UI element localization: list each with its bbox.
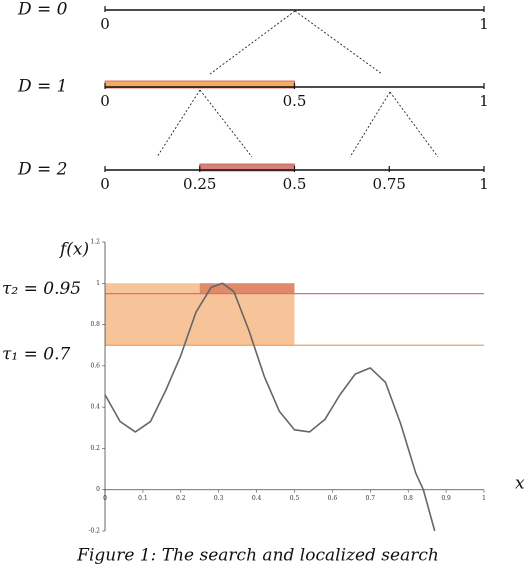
x-tick-label: 0.8 <box>403 495 413 502</box>
level-tick-label: 1 <box>479 92 489 110</box>
y-tick-label: 0.2 <box>90 445 100 452</box>
y-tick-label: 0 <box>96 486 100 493</box>
level-tick-label: 0.5 <box>283 175 307 193</box>
level-tick-label: 0.25 <box>183 175 216 193</box>
threshold-label: τ₂ = 0.95 <box>2 279 81 299</box>
y-tick-label: 1 <box>96 280 100 287</box>
x-axis-label: x <box>515 474 525 494</box>
caption: Figure 1: The search and localized searc… <box>76 546 439 566</box>
y-axis-label: f(x) <box>58 240 89 260</box>
x-tick-label: 0.3 <box>214 495 224 502</box>
y-tick-label: 0.8 <box>90 321 100 328</box>
level-label: D = 0 <box>17 0 68 20</box>
y-tick-label: 1.2 <box>90 239 100 246</box>
level-tick-label: 0 <box>100 175 110 193</box>
x-tick-label: 0.7 <box>366 495 376 502</box>
level-tick-label: 0.5 <box>283 92 307 110</box>
x-tick-label: 0.2 <box>176 495 186 502</box>
level-tick-label: 1 <box>479 175 489 193</box>
threshold-label: τ₁ = 0.7 <box>2 345 70 365</box>
level-tick-label: 1 <box>479 15 489 33</box>
x-tick-label: 0.6 <box>328 495 338 502</box>
level-tick-label: 0 <box>100 15 110 33</box>
y-tick-label: 0.6 <box>90 362 100 369</box>
x-tick-label: 0.4 <box>252 495 262 502</box>
level-tick-label: 0.75 <box>373 175 406 193</box>
curve <box>104 282 436 532</box>
x-tick-label: 0.5 <box>290 495 300 502</box>
level-label: D = 2 <box>17 160 68 180</box>
region <box>199 283 295 294</box>
y-tick-label: 0.4 <box>90 404 100 411</box>
x-tick-label: 1 <box>482 495 486 502</box>
y-tick-label: -0.2 <box>88 528 100 535</box>
search-tree <box>156 10 439 158</box>
x-tick-label: 0 <box>103 495 107 502</box>
x-tick-label: 0.9 <box>441 495 451 502</box>
level-tick-label: 0 <box>100 92 110 110</box>
level-label: D = 1 <box>17 77 68 97</box>
x-tick-label: 0.1 <box>138 495 148 502</box>
